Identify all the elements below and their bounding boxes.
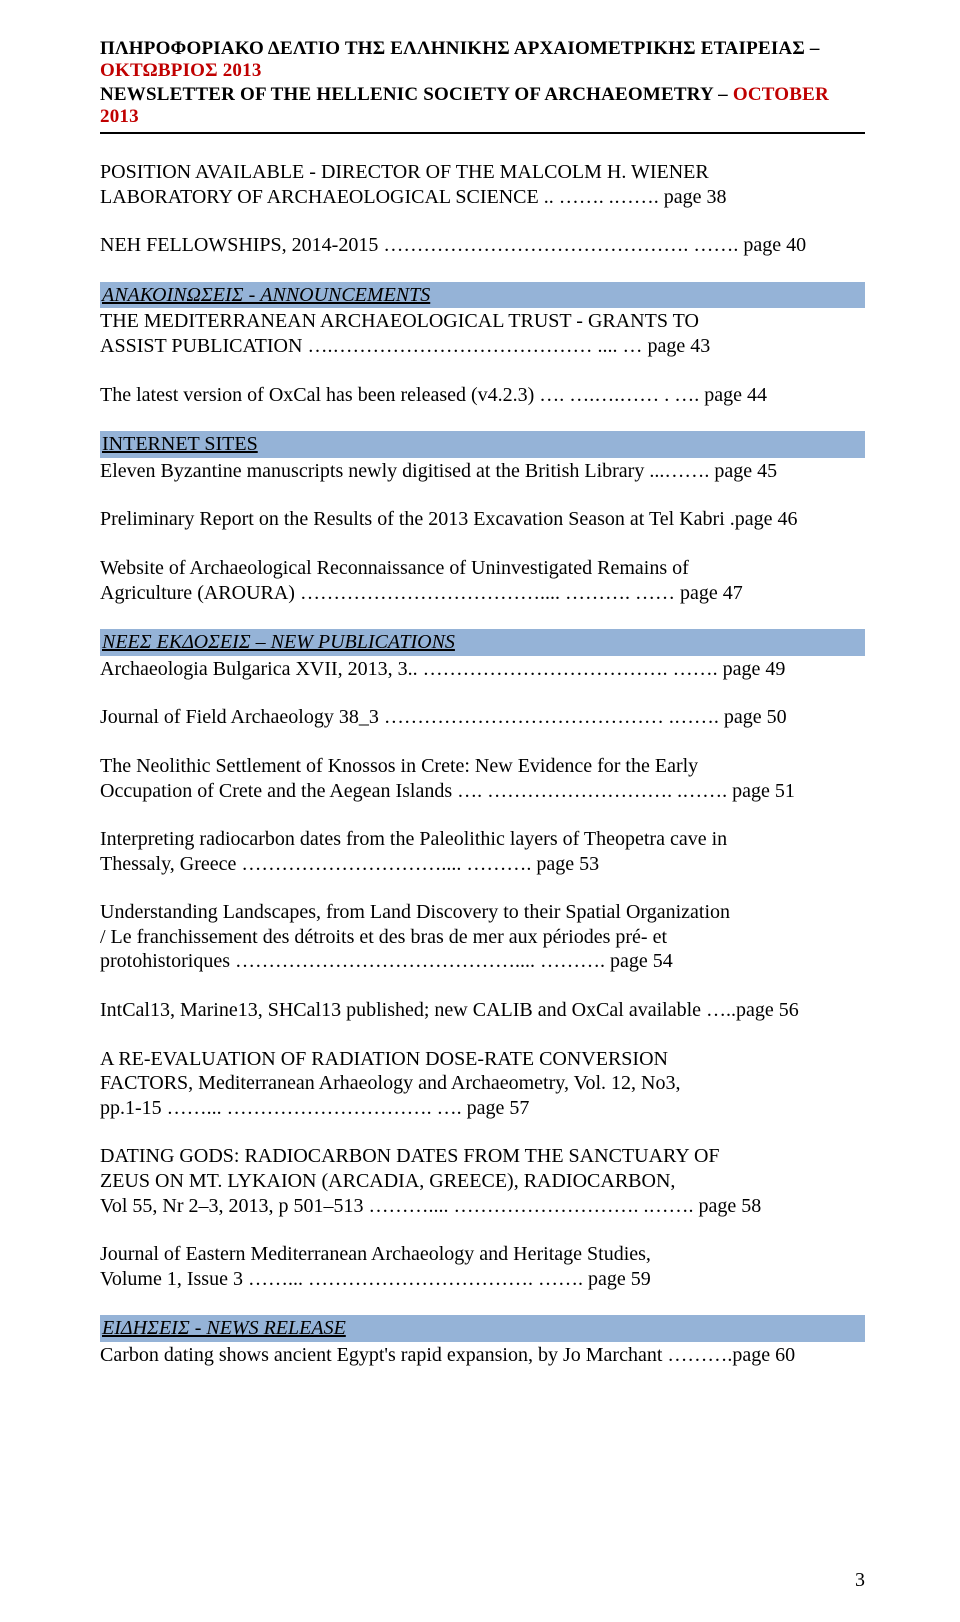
- toc-line: Volume 1, Issue 3 ……... ……………………………. …….…: [100, 1267, 865, 1292]
- toc-line: ASSIST PUBLICATION ….………………………………… .... …: [100, 334, 865, 359]
- section-label: INTERNET SITES: [102, 433, 258, 455]
- toc-entry: Preliminary Report on the Results of the…: [100, 507, 865, 532]
- toc-line: POSITION AVAILABLE - DIRECTOR OF THE MAL…: [100, 160, 865, 185]
- toc-line: Understanding Landscapes, from Land Disc…: [100, 900, 865, 925]
- toc-entry: Eleven Byzantine manuscripts newly digit…: [100, 459, 865, 484]
- toc-entry: Website of Archaeological Reconnaissance…: [100, 556, 865, 605]
- section-label: ΕΙΔΗΣΕΙΣ - NEWS RELEASE: [102, 1317, 346, 1339]
- toc-entry: POSITION AVAILABLE - DIRECTOR OF THE MAL…: [100, 160, 865, 209]
- toc-line: Eleven Byzantine manuscripts newly digit…: [100, 459, 865, 484]
- toc-entry: Journal of Field Archaeology 38_3 …………………: [100, 705, 865, 730]
- toc-entry: Journal of Eastern Mediterranean Archaeo…: [100, 1242, 865, 1291]
- toc-entry: DATING GODS: RADIOCARBON DATES FROM THE …: [100, 1144, 865, 1218]
- toc-line: protohistoriques …………………………………….... ……….…: [100, 949, 865, 974]
- toc-line: DATING GODS: RADIOCARBON DATES FROM THE …: [100, 1144, 865, 1169]
- toc-entry: Carbon dating shows ancient Egypt's rapi…: [100, 1343, 865, 1368]
- toc-line: The Neolithic Settlement of Knossos in C…: [100, 754, 865, 779]
- toc-line: Journal of Eastern Mediterranean Archaeo…: [100, 1242, 865, 1267]
- toc-line: Journal of Field Archaeology 38_3 …………………: [100, 705, 865, 730]
- toc-line: pp.1-15 ……... …………………………. …. page 57: [100, 1096, 865, 1121]
- toc-line: Agriculture (AROURA) ……………………………….... ………: [100, 581, 865, 606]
- header-greek-date: ΟΚΤΩΒΡΙΟΣ 2013: [100, 60, 262, 81]
- toc-content: POSITION AVAILABLE - DIRECTOR OF THE MAL…: [100, 160, 865, 1368]
- toc-line: Vol 55, Nr 2–3, 2013, p 501–513 ……….... …: [100, 1194, 865, 1219]
- toc-line: Carbon dating shows ancient Egypt's rapi…: [100, 1343, 865, 1368]
- toc-line: A RE-EVALUATION OF RADIATION DOSE-RATE C…: [100, 1047, 865, 1072]
- toc-line: Occupation of Crete and the Aegean Islan…: [100, 779, 865, 804]
- header-greek: ΠΛΗΡΟΦΟΡΙΑΚΟ ΔΕΛΤΙΟ ΤΗΣ ΕΛΛΗΝΙΚΗΣ ΑΡΧΑΙΟ…: [100, 38, 865, 82]
- toc-line: Website of Archaeological Reconnaissance…: [100, 556, 865, 581]
- section-announcements: ΑΝΑΚΟΙΝΩΣΕΙΣ - ANNOUNCEMENTS: [100, 282, 865, 309]
- toc-line: THE MEDITERRANEAN ARCHAEOLOGICAL TRUST -…: [100, 309, 865, 334]
- toc-line: Interpreting radiocarbon dates from the …: [100, 827, 865, 852]
- toc-entry: Understanding Landscapes, from Land Disc…: [100, 900, 865, 974]
- toc-entry: The latest version of OxCal has been rel…: [100, 383, 865, 408]
- toc-line: IntCal13, Marine13, SHCal13 published; n…: [100, 998, 865, 1023]
- toc-entry: The Neolithic Settlement of Knossos in C…: [100, 754, 865, 803]
- toc-entry: IntCal13, Marine13, SHCal13 published; n…: [100, 998, 865, 1023]
- section-internet-sites: INTERNET SITES: [100, 431, 865, 458]
- toc-line: / Le franchissement des détroits et des …: [100, 925, 865, 950]
- page-header: ΠΛΗΡΟΦΟΡΙΑΚΟ ΔΕΛΤΙΟ ΤΗΣ ΕΛΛΗΝΙΚΗΣ ΑΡΧΑΙΟ…: [100, 38, 865, 134]
- toc-line: The latest version of OxCal has been rel…: [100, 383, 865, 408]
- header-greek-text: ΠΛΗΡΟΦΟΡΙΑΚΟ ΔΕΛΤΙΟ ΤΗΣ ΕΛΛΗΝΙΚΗΣ ΑΡΧΑΙΟ…: [100, 38, 820, 59]
- toc-line: NEH FELLOWSHIPS, 2014-2015 ……………………………………: [100, 233, 865, 258]
- header-english-text: NEWSLETTER OF THE HELLENIC SOCIETY OF AR…: [100, 84, 733, 105]
- toc-line: Archaeologia Bulgarica XVII, 2013, 3.. ……: [100, 657, 865, 682]
- toc-entry: Archaeologia Bulgarica XVII, 2013, 3.. ……: [100, 657, 865, 682]
- toc-line: ZEUS ON MT. LYKAION (ARCADIA, GREECE), R…: [100, 1169, 865, 1194]
- toc-entry: Interpreting radiocarbon dates from the …: [100, 827, 865, 876]
- header-english: NEWSLETTER OF THE HELLENIC SOCIETY OF AR…: [100, 84, 865, 128]
- header-rule: [100, 132, 865, 134]
- section-news-release: ΕΙΔΗΣΕΙΣ - NEWS RELEASE: [100, 1315, 865, 1342]
- toc-line: FACTORS, Mediterranean Arhaeology and Ar…: [100, 1071, 865, 1096]
- toc-line: Thessaly, Greece ………………………….... ………. pag…: [100, 852, 865, 877]
- section-label: ΝΕΕΣ ΕΚΔΟΣΕΙΣ – NEW PUBLICATIONS: [102, 631, 455, 653]
- toc-line: LABORATORY OF ARCHAEOLOGICAL SCIENCE .. …: [100, 185, 865, 210]
- toc-line: Preliminary Report on the Results of the…: [100, 507, 865, 532]
- section-label: ΑΝΑΚΟΙΝΩΣΕΙΣ - ANNOUNCEMENTS: [102, 284, 430, 306]
- toc-entry: THE MEDITERRANEAN ARCHAEOLOGICAL TRUST -…: [100, 309, 865, 358]
- section-new-publications: ΝΕΕΣ ΕΚΔΟΣΕΙΣ – NEW PUBLICATIONS: [100, 629, 865, 656]
- toc-entry: NEH FELLOWSHIPS, 2014-2015 ……………………………………: [100, 233, 865, 258]
- toc-entry: A RE-EVALUATION OF RADIATION DOSE-RATE C…: [100, 1047, 865, 1121]
- page-number: 3: [855, 1569, 865, 1592]
